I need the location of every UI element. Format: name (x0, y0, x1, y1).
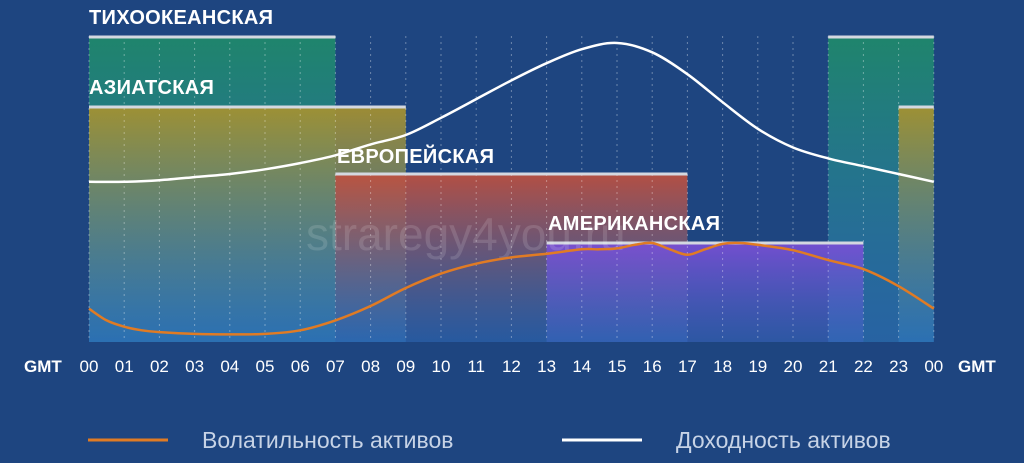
x-tick-label: 03 (185, 357, 204, 376)
x-tick-label: 06 (291, 357, 310, 376)
x-axis-label-right: GMT (958, 357, 996, 376)
watermark: straregy4you.ru (306, 208, 626, 260)
x-tick-label: 08 (361, 357, 380, 376)
x-tick-label: 00 (924, 357, 943, 376)
x-tick-label: 17 (678, 357, 697, 376)
x-tick-label: 10 (432, 357, 451, 376)
x-tick-label: 20 (784, 357, 803, 376)
session-label-pacific: ТИХООКЕАНСКАЯ (89, 7, 273, 29)
x-tick-label: 07 (326, 357, 345, 376)
x-tick-label: 11 (467, 357, 485, 376)
legend-label-volatility: Волатильность активов (202, 427, 453, 453)
x-tick-label: 18 (713, 357, 732, 376)
x-tick-label: 00 (80, 357, 99, 376)
x-tick-label: 02 (150, 357, 169, 376)
legend-label-yield: Доходность активов (676, 427, 891, 453)
x-tick-label: 22 (854, 357, 873, 376)
x-tick-label: 12 (502, 357, 521, 376)
x-tick-label: 23 (889, 357, 908, 376)
x-axis-label-left: GMT (24, 357, 62, 376)
x-tick-label: 04 (220, 357, 239, 376)
x-tick-label: 13 (537, 357, 556, 376)
session-label-asian: АЗИАТСКАЯ (89, 77, 214, 99)
x-tick-label: 05 (256, 357, 275, 376)
x-tick-label: 01 (115, 357, 134, 376)
x-tick-label: 09 (396, 357, 415, 376)
x-tick-label: 14 (572, 357, 591, 376)
x-tick-label: 21 (819, 357, 838, 376)
session-band-asian (899, 107, 934, 342)
x-tick-label: 19 (748, 357, 767, 376)
x-tick-label: 16 (643, 357, 662, 376)
x-tick-label: 15 (608, 357, 627, 376)
